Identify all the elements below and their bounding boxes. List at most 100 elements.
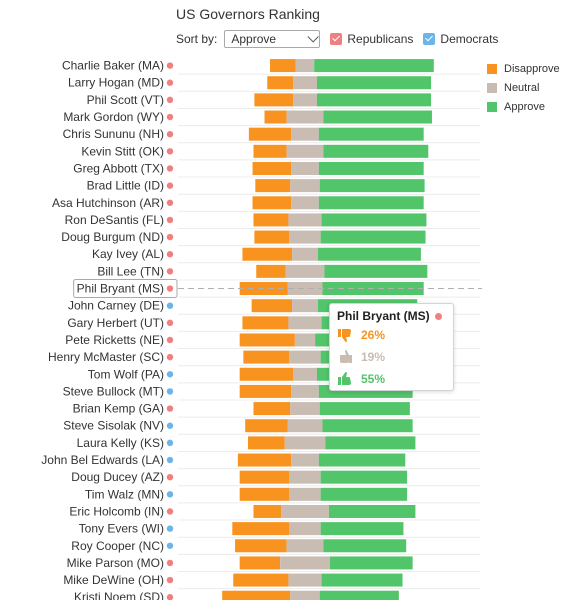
bar-disapprove — [222, 590, 291, 600]
thumbs-up-icon — [338, 372, 351, 385]
sort-select[interactable]: Approve — [224, 30, 321, 48]
tooltip-approve-value: 55% — [361, 372, 386, 386]
bar-disapprove — [235, 539, 287, 553]
bar-disapprove — [239, 384, 292, 398]
checkbox-checked-icon[interactable] — [423, 33, 436, 45]
party-dot — [166, 148, 174, 155]
bar-disapprove — [270, 59, 296, 73]
category-label: Kevin Stitt (OK) — [81, 144, 164, 158]
category-label: Kay Ivey (AL) — [92, 247, 164, 261]
party-dot — [166, 559, 174, 567]
category-label: John Bel Edwards (LA) — [41, 453, 164, 467]
category-label: Tim Walz (MN) — [85, 487, 164, 501]
bar-approve — [324, 264, 428, 278]
bar-neutral — [291, 453, 319, 467]
bar-disapprove — [253, 213, 289, 227]
bar-neutral — [289, 350, 321, 364]
bar-disapprove — [242, 316, 289, 330]
bar-disapprove — [252, 161, 292, 175]
legend-swatch — [487, 82, 497, 93]
party-dot — [166, 422, 174, 429]
bar-disapprove — [239, 487, 290, 501]
party-dot — [166, 62, 174, 69]
tooltip: Phil Bryant (MS) 26% 19% 55% — [329, 303, 454, 391]
category-label: Mike Parson (MO) — [67, 556, 164, 570]
bar-neutral — [286, 539, 324, 553]
category-label: Ron DeSantis (FL) — [65, 213, 164, 227]
bar-neutral — [292, 299, 318, 313]
bar-disapprove — [242, 247, 293, 261]
category-label: Greg Abbott (TX) — [73, 161, 164, 175]
thumb-sideways-icon — [340, 350, 352, 363]
category-label: Charlie Baker (MA) — [62, 59, 164, 73]
party-dot-icon — [434, 312, 442, 320]
tooltip-approve-row: 55% — [337, 369, 446, 389]
bar-disapprove — [254, 93, 294, 107]
category-label: Larry Hogan (MD) — [68, 76, 164, 90]
bar-disapprove — [239, 470, 290, 484]
bar-approve — [320, 230, 426, 244]
checkbox-checked-icon[interactable] — [330, 33, 343, 45]
party-dot — [166, 319, 174, 327]
bar-approve — [320, 522, 404, 536]
bar-disapprove — [251, 299, 293, 313]
category-label: John Carney (DE) — [68, 299, 164, 313]
category-label: Chris Sununu (NH) — [63, 127, 164, 141]
party-dot — [166, 542, 174, 549]
party-dot — [166, 594, 174, 600]
bar-disapprove — [254, 230, 290, 244]
bar-neutral — [288, 316, 322, 330]
bar-disapprove — [255, 179, 291, 193]
bar-approve — [317, 247, 421, 261]
republicans-filter[interactable]: Republicans — [330, 32, 413, 46]
bar-neutral — [289, 230, 321, 244]
bar-neutral — [284, 436, 326, 450]
legend-item-neutral[interactable]: Neutral — [487, 81, 560, 94]
bar-approve — [321, 573, 403, 587]
legend-label: Neutral — [504, 81, 540, 94]
democrats-filter[interactable]: Democrats — [423, 32, 498, 46]
party-dot — [166, 199, 174, 206]
bar-neutral — [287, 419, 323, 433]
party-dot — [166, 388, 174, 395]
party-dot — [166, 353, 174, 361]
bar-neutral — [292, 247, 318, 261]
legend-label: Disapprove — [504, 62, 560, 75]
bar-approve — [319, 179, 425, 193]
party-dot — [166, 96, 174, 104]
tooltip-neutral-value: 19% — [361, 350, 386, 364]
bar-neutral — [290, 402, 320, 416]
bar-approve — [316, 76, 432, 90]
sort-select-value: Approve — [231, 32, 277, 46]
tooltip-neutral-row: 19% — [337, 347, 446, 367]
bar-neutral — [291, 196, 319, 210]
legend-item-approve[interactable]: Approve — [487, 100, 560, 113]
bar-approve — [318, 453, 406, 467]
category-label: Mark Gordon (WY) — [63, 110, 164, 124]
bar-neutral — [288, 573, 322, 587]
bar-neutral — [288, 213, 322, 227]
bar-disapprove — [232, 522, 290, 536]
category-label: Asa Hutchinson (AR) — [52, 196, 164, 210]
bar-neutral — [281, 504, 329, 518]
republicans-filter-label: Republicans — [347, 32, 414, 46]
bar-approve — [322, 419, 413, 433]
thumbs-down-icon — [338, 329, 351, 342]
bar-approve — [316, 93, 432, 107]
bar-neutral — [286, 144, 324, 158]
bar-disapprove — [245, 419, 288, 433]
category-label: Phil Scott (VT) — [87, 93, 164, 107]
bar-approve — [323, 110, 432, 124]
party-dot — [166, 251, 174, 258]
category-label: Steve Bullock (MT) — [63, 384, 164, 398]
category-label: Brian Kemp (GA) — [73, 402, 164, 416]
bar-neutral — [280, 556, 330, 570]
legend-swatch — [487, 63, 497, 74]
legend-item-disapprove[interactable]: Disapprove — [487, 62, 560, 75]
bar-disapprove — [253, 504, 282, 518]
party-dot — [166, 336, 174, 344]
bar-approve — [318, 127, 424, 141]
category-label: Mike DeWine (OH) — [63, 573, 164, 587]
tooltip-title: Phil Bryant (MS) — [337, 309, 430, 323]
party-dot — [166, 79, 174, 86]
